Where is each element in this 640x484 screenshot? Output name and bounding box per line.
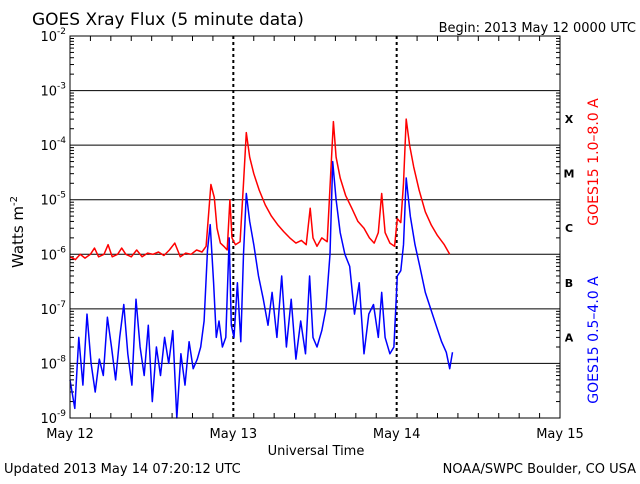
y-tick-base: 10 <box>40 357 57 372</box>
y-axis-title: Watts m-2 <box>9 196 27 268</box>
y-tick-base: 10 <box>40 194 57 209</box>
y-tick-base: 10 <box>40 412 57 427</box>
flare-class-label: A <box>565 331 574 344</box>
flare-class-label: X <box>565 113 574 126</box>
y-tick-label: 10-5 <box>40 191 66 209</box>
plot-frame <box>69 35 561 419</box>
y-tick-base: 10 <box>40 303 57 318</box>
series-short-channel-line <box>69 160 454 419</box>
grid <box>70 36 560 418</box>
y-tick-base: 10 <box>40 139 57 154</box>
legend-short-channel: GOES15 0.5–4.0 A <box>586 276 602 404</box>
y-axis-title-exponent: -2 <box>9 196 20 206</box>
x-tick-label: May 14 <box>373 427 421 442</box>
chart-title: GOES Xray Flux (5 minute data) <box>32 10 304 30</box>
flare-class-label: B <box>565 277 573 290</box>
updated-label: Updated 2013 May 14 07:20:12 UTC <box>4 462 241 477</box>
x-tick-label: May 12 <box>46 427 94 442</box>
begin-label: Begin: 2013 May 12 0000 UTC <box>439 21 636 36</box>
y-tick-exponent: -5 <box>57 191 66 201</box>
x-tick-label: May 13 <box>210 427 258 442</box>
x-tick-label: May 15 <box>536 427 584 442</box>
y-tick-label: 10-8 <box>40 354 66 372</box>
series-layer <box>69 118 454 419</box>
y-tick-label: 10-4 <box>40 136 66 154</box>
flare-class-label: M <box>564 168 575 181</box>
y-tick-label: 10-3 <box>40 82 66 100</box>
y-tick-label: 10-2 <box>40 27 66 45</box>
series-long-channel-line <box>69 118 451 261</box>
legend-long-channel: GOES15 1.0–8.0 A <box>586 98 602 226</box>
y-axis-title-base: Watts m <box>9 206 27 268</box>
y-tick-label: 10-7 <box>40 300 66 318</box>
y-tick-exponent: -9 <box>57 409 66 419</box>
y-tick-exponent: -6 <box>57 245 66 255</box>
flare-class-label: C <box>565 222 573 235</box>
y-tick-exponent: -7 <box>57 300 66 310</box>
y-tick-exponent: -3 <box>57 82 66 92</box>
credit-label: NOAA/SWPC Boulder, CO USA <box>443 462 636 477</box>
y-tick-label: 10-9 <box>40 409 66 427</box>
y-tick-exponent: -2 <box>57 27 66 37</box>
y-tick-exponent: -8 <box>57 354 66 364</box>
y-tick-base: 10 <box>40 85 57 100</box>
y-tick-base: 10 <box>40 30 57 45</box>
y-tick-exponent: -4 <box>57 136 66 146</box>
y-tick-base: 10 <box>40 248 57 263</box>
y-tick-label: 10-6 <box>40 245 66 263</box>
x-axis-title: Universal Time <box>268 444 365 459</box>
